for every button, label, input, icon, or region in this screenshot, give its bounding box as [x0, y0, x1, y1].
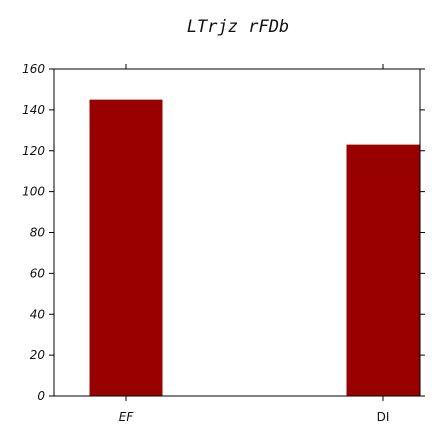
y-tick-label: 140 [22, 103, 45, 117]
y-tick-label: 40 [30, 307, 46, 321]
y-tick-label: 160 [22, 62, 45, 76]
bar-ef [89, 99, 163, 396]
y-tick-label: 100 [22, 185, 45, 199]
y-tick-label: 60 [30, 266, 46, 280]
x-tick-label-ef: EF [119, 410, 135, 424]
x-tick-label-di: DI [377, 410, 390, 424]
chart-title: LTrjz rFDb [187, 17, 289, 37]
y-tick-label: 0 [37, 389, 45, 403]
bar-di [346, 144, 420, 396]
y-tick-label: 20 [30, 348, 46, 362]
y-axis: 0 20 40 60 80 100 120 140 160 [22, 62, 425, 403]
bars-group [89, 99, 420, 396]
plot-frame [53, 68, 421, 397]
y-tick-label: 120 [22, 144, 45, 158]
y-tick-label: 80 [30, 226, 46, 240]
x-axis: EF DI [119, 64, 390, 424]
